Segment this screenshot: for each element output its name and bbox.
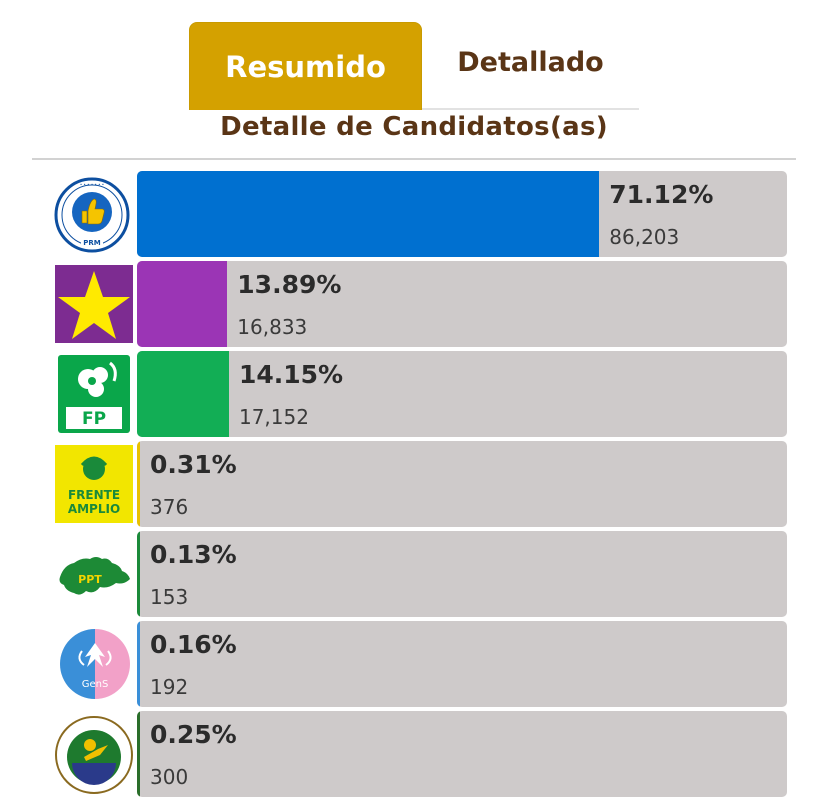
vote-count: 17,152	[238, 405, 309, 429]
vote-count: 16,833	[237, 315, 308, 339]
pld-star-logo-icon	[52, 261, 136, 347]
gens-logo-text: GenS	[82, 679, 109, 690]
vote-count: 376	[150, 495, 189, 519]
tab-detallado[interactable]: Detallado	[457, 46, 604, 78]
candidate-row: GenS 0.16% 192	[52, 621, 788, 707]
ppt-logo-text: PPT	[78, 573, 102, 586]
vote-bar-fill	[137, 441, 140, 527]
tab-underline	[422, 108, 639, 110]
vote-percent: 0.13%	[150, 540, 237, 569]
vote-percent: 0.16%	[150, 630, 237, 659]
vote-percent: 13.89%	[237, 270, 342, 299]
vote-bar-fill	[137, 711, 140, 797]
candidate-row: FRENTE AMPLIO 0.31% 376	[52, 441, 788, 527]
vote-count: 86,203	[609, 225, 680, 249]
divider	[32, 158, 796, 160]
vote-bar-fill	[137, 171, 600, 257]
vote-percent: 71.12%	[609, 180, 714, 209]
ppt-map-logo-icon: PPT	[52, 531, 136, 617]
vote-percent: 14.15%	[238, 360, 344, 389]
vote-percent: 0.25%	[150, 720, 237, 749]
candidate-row: 0.25% 300	[52, 711, 788, 797]
tab-bar: Resumido Detallado	[189, 22, 639, 110]
page-title: Detalle de Candidatos(as)	[220, 112, 608, 142]
tab-resumido[interactable]: Resumido	[189, 22, 422, 110]
vote-bar-fill	[137, 531, 140, 617]
fp-logo-icon: FP	[52, 351, 136, 437]
svg-text:• • • • • • •: • • • • • • •	[80, 182, 104, 187]
candidate-row: PPT 0.13% 153	[52, 531, 788, 617]
vote-count: 192	[150, 675, 189, 699]
candidate-row: 13.89% 16,833	[52, 261, 788, 347]
prm-logo-text: PRM	[83, 239, 101, 247]
vote-bar-fill	[137, 621, 140, 707]
vote-bar: 0.31% 376	[137, 441, 787, 527]
vote-bar-fill	[137, 261, 228, 347]
prm-logo-icon: PRM • • • • • • •	[52, 171, 136, 257]
gens-logo-icon: GenS	[52, 621, 136, 707]
vote-bar: 13.89% 16,833	[137, 261, 787, 347]
vote-count: 300	[150, 765, 189, 789]
vote-count: 153	[150, 585, 189, 609]
vote-bar: 0.25% 300	[137, 711, 787, 797]
candidate-row: FP 14.15% 17,152	[52, 351, 788, 437]
vote-percent: 0.31%	[150, 450, 237, 479]
fp-logo-text: FP	[82, 409, 106, 429]
vote-bar: 0.16% 192	[137, 621, 787, 707]
vote-bar: 0.13% 153	[137, 531, 787, 617]
frente-logo-text: FRENTE	[68, 488, 120, 502]
frente-amplio-logo-icon: FRENTE AMPLIO	[52, 441, 136, 527]
candidate-row: PRM • • • • • • • 71.12% 86,203	[52, 171, 788, 257]
ped-seal-logo-icon	[52, 711, 136, 797]
vote-bar: 14.15% 17,152	[137, 351, 787, 437]
amplio-logo-text: AMPLIO	[68, 502, 120, 516]
vote-bar-fill	[137, 351, 229, 437]
vote-bar: 71.12% 86,203	[137, 171, 787, 257]
